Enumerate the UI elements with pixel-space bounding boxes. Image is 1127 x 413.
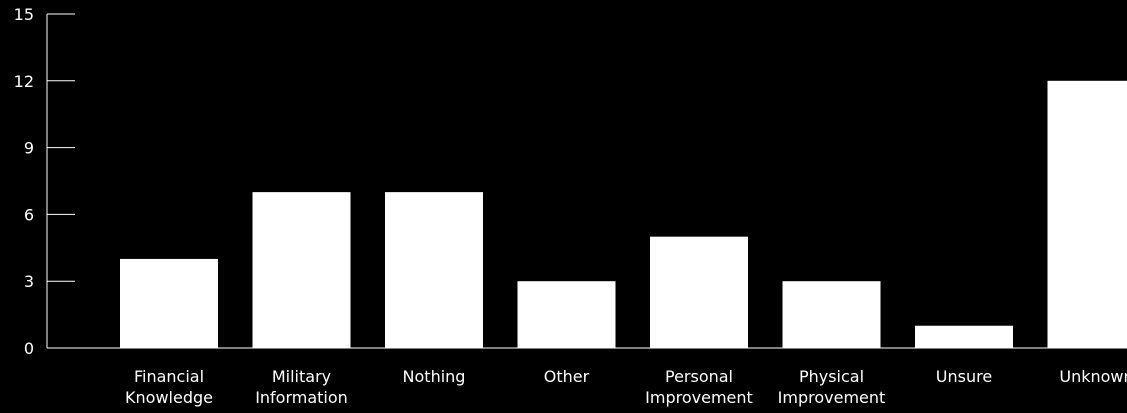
bars xyxy=(120,80,1127,349)
bar xyxy=(1047,80,1127,349)
y-tick-label: 6 xyxy=(24,205,34,224)
y-tick-label: 9 xyxy=(24,139,34,158)
x-axis-labels: Financial Knowledge Military Information Not… xyxy=(125,367,1127,407)
y-tick-label: 12 xyxy=(14,72,34,91)
x-tick-label: Unsure xyxy=(936,367,992,386)
bar xyxy=(782,281,881,348)
bar xyxy=(650,236,748,348)
x-tick-label: Other xyxy=(544,367,590,386)
x-tick-label: Financial Knowledge xyxy=(125,367,213,407)
bar xyxy=(120,258,218,348)
bar xyxy=(252,192,351,348)
y-tick-label: 15 xyxy=(14,5,34,24)
x-tick-label: Personal Improvement xyxy=(645,367,753,407)
x-tick-label: Nothing xyxy=(403,367,466,386)
bar xyxy=(517,281,616,348)
bar xyxy=(385,192,483,348)
y-tick-label: 0 xyxy=(24,339,34,358)
x-tick-label: Military Information xyxy=(255,367,348,407)
y-axis: 0 3 6 9 12 15 xyxy=(14,5,75,358)
y-tick-label: 3 xyxy=(24,272,34,291)
x-tick-label: Physical Improvement xyxy=(778,367,886,407)
bar xyxy=(915,325,1013,348)
x-tick-label: Unknown xyxy=(1059,367,1127,386)
